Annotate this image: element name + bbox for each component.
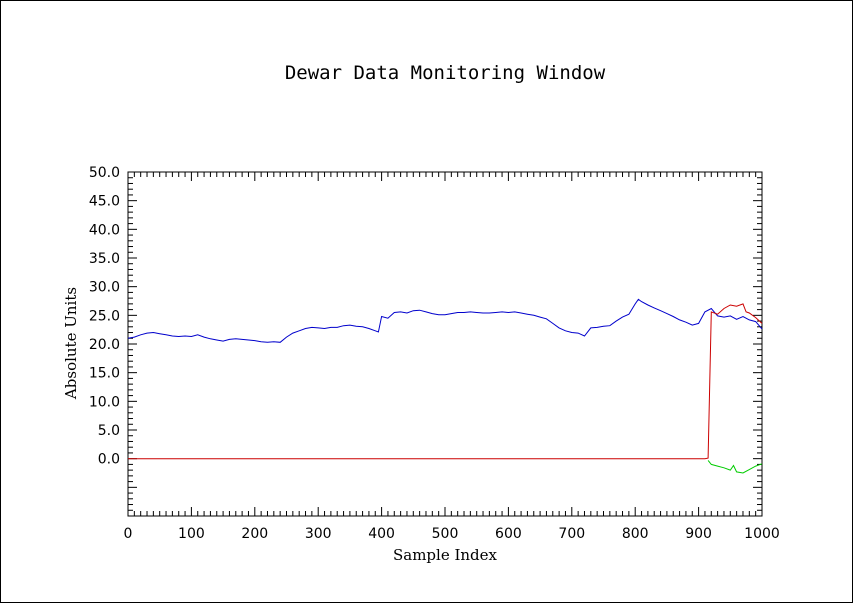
x-tick-label: 0: [124, 526, 133, 542]
y-tick-label: 30.0: [89, 280, 120, 296]
plot-area: 0 100 200 300 400 500 600 700 800 900 1000 0.0 5.0 10…: [89, 165, 780, 542]
y-tick-label: 5.0: [98, 423, 120, 439]
x-axis-label: Sample Index: [393, 546, 498, 564]
x-tick-label: 1000: [744, 526, 780, 542]
y-tick-label: 25.0: [89, 308, 120, 324]
x-tick-label: 600: [495, 526, 522, 542]
x-tick-label: 300: [305, 526, 332, 542]
y-axis-label: Absolute Units: [62, 287, 80, 400]
series-line-red: [128, 303, 763, 460]
y-tick-label: 10.0: [89, 394, 120, 410]
x-tick-label: 100: [178, 526, 205, 542]
y-tick-label: 20.0: [89, 337, 120, 353]
series-line-blue: [127, 298, 763, 343]
y-tick-label: 35.0: [89, 251, 120, 267]
x-tick-label: 900: [685, 526, 712, 542]
y-tick-label: 50.0: [89, 165, 120, 181]
y-tick-label: 45.0: [89, 194, 120, 210]
series-line-green: [707, 460, 763, 474]
y-tick-label: 40.0: [89, 222, 120, 238]
y-tick-label: 0.0: [98, 452, 120, 468]
x-tick-label: 200: [241, 526, 268, 542]
x-tick-label: 800: [622, 526, 649, 542]
plot-frame: [127, 171, 763, 517]
x-tick-label: 400: [368, 526, 395, 542]
y-tick-label: 15.0: [89, 366, 120, 382]
chart-title: Dewar Data Monitoring Window: [285, 62, 606, 84]
x-tick-label: 700: [558, 526, 585, 542]
x-tick-label: 500: [432, 526, 459, 542]
